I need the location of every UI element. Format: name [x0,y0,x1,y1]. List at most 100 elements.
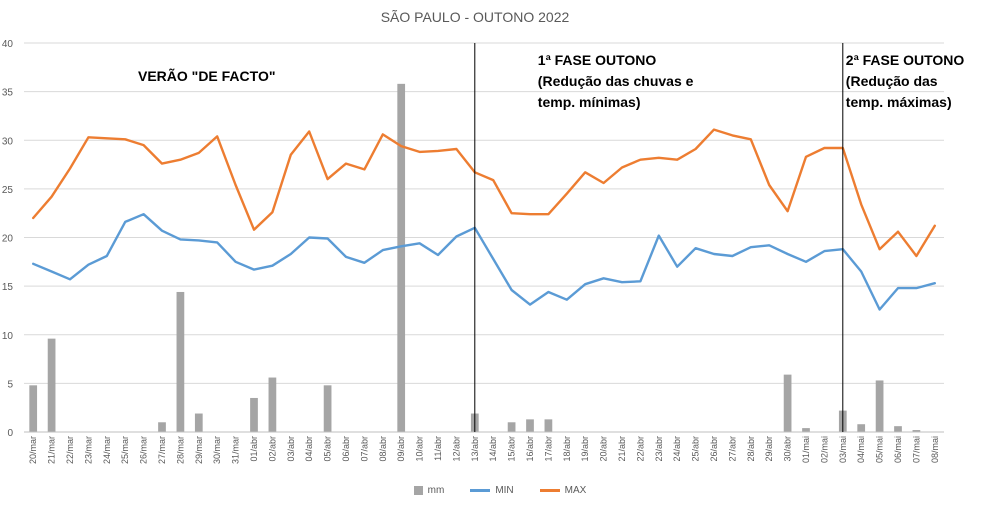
x-tick-label: 27/abr [727,436,737,462]
x-tick-label: 22/mar [65,436,75,464]
bar-mm-01/mai [802,428,810,432]
line-series-min [32,212,936,311]
x-tick-label: 08/abr [378,436,388,462]
x-tick-label: 29/abr [764,436,774,462]
phase-marker-label: 2ª FASE OUTONO [846,52,965,68]
x-tick-label: 26/abr [709,436,719,462]
bar-mm-15/abr [507,422,516,432]
bar-mm-04/mai [857,424,866,432]
bar-mm-21/mar [47,338,56,432]
y-tick-label: 0 [7,428,13,439]
bar-mm-20/mar [29,385,38,432]
legend-swatch-mm [413,485,423,495]
x-tick-label: 05/mai [875,436,885,463]
y-tick-label: 25 [2,185,14,196]
x-tick-label: 20/abr [599,436,609,462]
bar-mm-17/abr [544,419,553,432]
bar-mm-16/abr [526,419,534,432]
x-tick-label: 10/abr [415,436,425,462]
x-tick-label: 21/abr [617,436,627,462]
x-tick-label: 19/abr [580,436,590,462]
x-tick-label: 08/mai [930,436,940,463]
bar-mm-05/abr [323,385,332,432]
x-tick-label: 25/abr [691,436,701,462]
legend-item-max: MAX [539,484,587,496]
annotation-verao: VERÃO "DE FACTO" [138,67,275,84]
x-tick-label: 15/abr [507,436,517,462]
legend-label-min: MIN [495,484,514,496]
x-tick-label: 13/abr [470,436,480,462]
x-tick-label: 21/mar [47,436,57,464]
x-tick-label: 25/mar [120,436,130,464]
line-series-max [32,128,936,258]
x-tick-label: 05/abr [323,436,333,462]
x-tick-label: 20/mar [28,436,38,464]
y-tick-label: 10 [2,331,14,342]
bar-mm-05/mai [875,380,884,432]
x-tick-label: 23/abr [654,436,664,462]
x-tick-label: 27/mar [157,436,167,464]
y-tick-label: 20 [2,234,14,245]
gridlines [24,42,944,433]
x-tick-label: 04/abr [304,436,314,462]
phase-marker-note: temp. máximas) [846,94,952,110]
y-axis-ticks: 0 5 10 15 20 25 30 35 40 [2,39,14,439]
bar-mm-09/abr [397,83,406,432]
phase-markers: 1ª FASE OUTONO (Redução das chuvas e temp.… [474,43,965,432]
x-tick-label: 14/abr [488,436,498,462]
x-tick-label: 03/mai [838,436,848,463]
x-tick-label: 24/mar [102,436,112,464]
x-tick-label: 24/abr [672,436,682,462]
bar-mm-01/abr [250,397,258,432]
y-tick-label: 30 [2,136,14,147]
x-tick-label: 06/abr [341,436,351,462]
x-tick-label: 17/abr [543,436,553,462]
x-tick-label: 28/mar [175,436,185,464]
x-tick-label: 16/abr [525,436,535,462]
x-tick-label: 12/abr [451,436,461,462]
bar-mm-30/abr [783,374,792,432]
bar-mm-27/mar [158,422,166,432]
x-tick-label: 06/mai [893,436,903,463]
x-tick-label: 07/abr [359,436,369,462]
x-tick-label: 26/mar [139,436,149,464]
x-tick-label: 04/mai [856,436,866,463]
legend-swatch-max [539,488,560,492]
y-tick-label: 35 [2,88,14,99]
bar-mm-06/mai [894,426,902,432]
x-tick-label: 01/abr [249,436,259,462]
x-tick-label: 11/abr [433,436,443,461]
phase-marker-note: temp. mínimas) [538,94,641,110]
phase-marker-label: 1ª FASE OUTONO [538,52,657,68]
bar-mm-29/mar [194,413,203,432]
x-tick-label: 18/abr [562,436,572,462]
legend-label-mm: mm [427,484,445,496]
x-tick-label: 02/mai [819,436,829,463]
phase-marker-note: (Redução das [846,73,938,89]
legend-item-min: MIN [470,484,514,496]
chart-title: SÃO PAULO - OUTONO 2022 [381,9,570,25]
y-tick-label: 5 [7,379,13,390]
bar-mm-02/abr [268,377,277,432]
legend-label-max: MAX [564,484,587,496]
legend: mm MIN MAX [0,480,1000,500]
annotations: VERÃO "DE FACTO" [138,67,275,84]
bar-mm-07/mai [912,430,921,432]
legend-item-mm: mm [413,484,445,496]
x-axis-ticks: 20/mar 21/mar 22/mar 23/mar 24/mar 25/mar 26/m… [24,431,944,464]
x-tick-label: 29/mar [194,436,204,464]
x-tick-label: 30/abr [783,436,793,462]
phase-marker-note: (Redução das chuvas e [538,73,694,89]
x-tick-label: 28/abr [746,436,756,462]
x-tick-label: 31/mar [231,436,241,464]
x-tick-label: 09/abr [396,436,406,462]
legend-swatch-min [470,488,491,492]
line-series [32,128,936,311]
y-tick-label: 40 [2,39,14,50]
x-tick-label: 23/mar [83,436,93,464]
y-tick-label: 15 [2,282,14,293]
x-tick-label: 30/mar [212,436,222,464]
bar-mm-28/mar [176,291,185,432]
